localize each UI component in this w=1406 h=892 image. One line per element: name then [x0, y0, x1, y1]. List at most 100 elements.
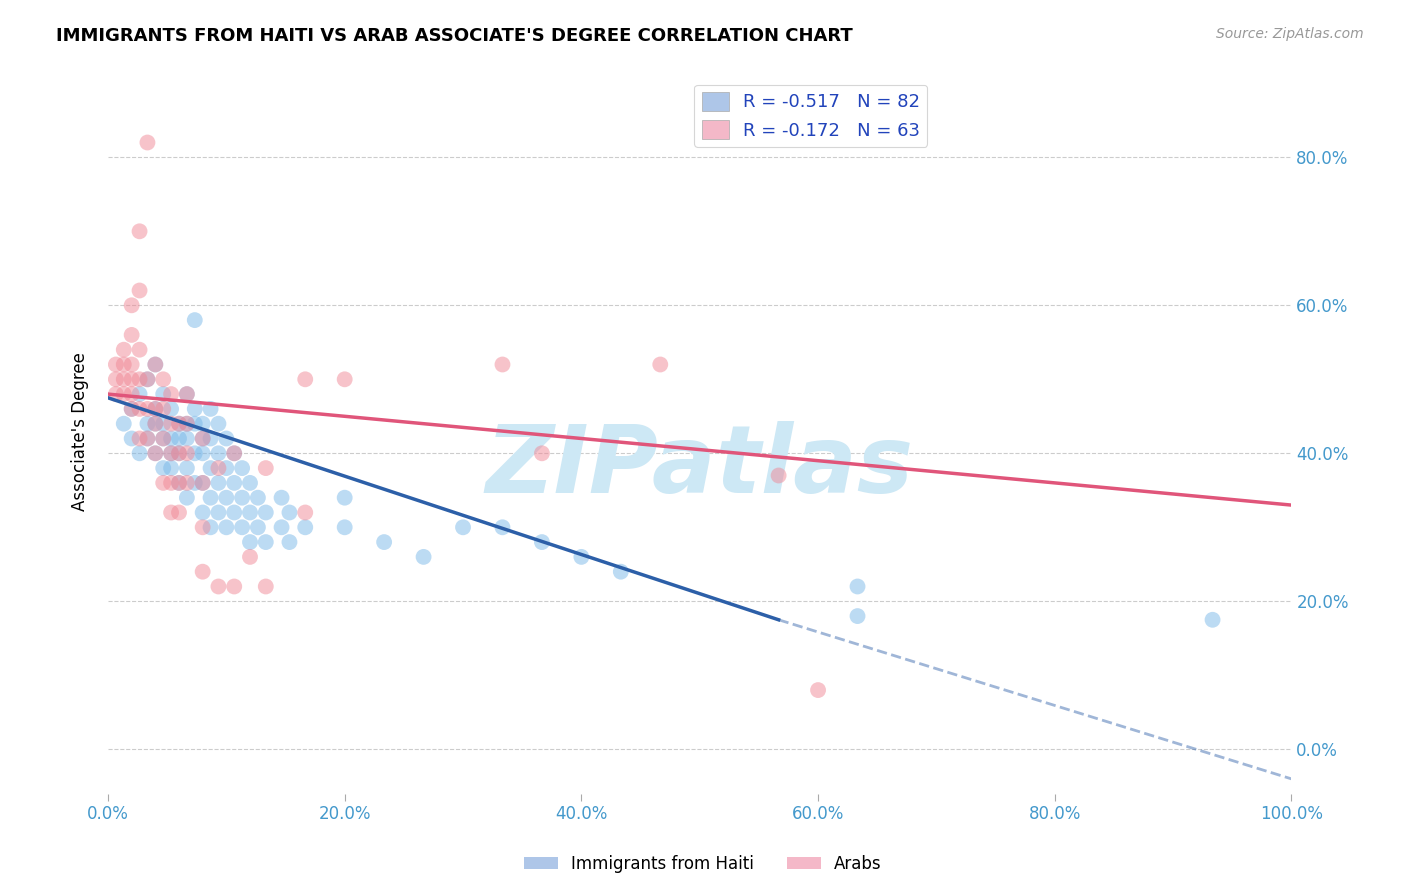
Point — [200, 491, 222, 505]
Point — [412, 549, 434, 564]
Point — [152, 417, 174, 431]
Point — [167, 446, 190, 460]
Point — [239, 475, 262, 490]
Point — [121, 298, 143, 312]
Point — [569, 549, 592, 564]
Text: IMMIGRANTS FROM HAITI VS ARAB ASSOCIATE'S DEGREE CORRELATION CHART: IMMIGRANTS FROM HAITI VS ARAB ASSOCIATE'… — [56, 27, 853, 45]
Point — [143, 417, 166, 431]
Text: Source: ZipAtlas.com: Source: ZipAtlas.com — [1216, 27, 1364, 41]
Point — [650, 358, 672, 372]
Point — [215, 520, 238, 534]
Point — [294, 520, 316, 534]
Point — [160, 446, 183, 460]
Point — [224, 506, 246, 520]
Point — [333, 520, 356, 534]
Point — [191, 417, 214, 431]
Legend: R = -0.517   N = 82, R = -0.172   N = 63: R = -0.517 N = 82, R = -0.172 N = 63 — [695, 85, 928, 147]
Point — [112, 358, 135, 372]
Point — [207, 506, 229, 520]
Point — [121, 401, 143, 416]
Point — [207, 446, 229, 460]
Point — [128, 284, 150, 298]
Point — [143, 446, 166, 460]
Legend: Immigrants from Haiti, Arabs: Immigrants from Haiti, Arabs — [517, 848, 889, 880]
Point — [207, 461, 229, 475]
Point — [143, 358, 166, 372]
Point — [333, 491, 356, 505]
Point — [128, 387, 150, 401]
Point — [246, 491, 269, 505]
Point — [491, 358, 513, 372]
Point — [160, 401, 183, 416]
Point — [176, 387, 198, 401]
Point — [176, 461, 198, 475]
Point — [128, 372, 150, 386]
Point — [215, 432, 238, 446]
Point — [152, 401, 174, 416]
Point — [136, 372, 159, 386]
Point — [239, 549, 262, 564]
Point — [136, 401, 159, 416]
Point — [184, 475, 207, 490]
Point — [224, 446, 246, 460]
Point — [224, 579, 246, 593]
Point — [224, 475, 246, 490]
Point — [143, 417, 166, 431]
Point — [184, 417, 207, 431]
Point — [278, 535, 301, 549]
Point — [207, 417, 229, 431]
Point — [200, 461, 222, 475]
Point — [191, 475, 214, 490]
Point — [231, 520, 253, 534]
Point — [176, 475, 198, 490]
Point — [191, 432, 214, 446]
Point — [176, 491, 198, 505]
Point — [136, 372, 159, 386]
Point — [191, 565, 214, 579]
Point — [136, 417, 159, 431]
Point — [231, 491, 253, 505]
Point — [191, 432, 214, 446]
Point — [294, 372, 316, 386]
Point — [104, 387, 127, 401]
Point — [191, 446, 214, 460]
Point — [152, 461, 174, 475]
Point — [104, 372, 127, 386]
Point — [143, 358, 166, 372]
Point — [167, 446, 190, 460]
Text: ZIPatlas: ZIPatlas — [485, 421, 914, 514]
Point — [270, 520, 292, 534]
Point — [176, 417, 198, 431]
Point — [491, 520, 513, 534]
Point — [846, 579, 869, 593]
Point — [254, 461, 277, 475]
Point — [807, 683, 830, 698]
Point — [246, 520, 269, 534]
Point — [278, 506, 301, 520]
Y-axis label: Associate's Degree: Associate's Degree — [72, 351, 89, 510]
Point — [254, 579, 277, 593]
Point — [176, 432, 198, 446]
Point — [152, 387, 174, 401]
Point — [200, 520, 222, 534]
Point — [224, 446, 246, 460]
Point — [128, 343, 150, 357]
Point — [160, 387, 183, 401]
Point — [167, 475, 190, 490]
Point — [112, 387, 135, 401]
Point — [191, 520, 214, 534]
Point — [112, 343, 135, 357]
Point — [121, 432, 143, 446]
Point — [610, 565, 633, 579]
Point — [200, 401, 222, 416]
Point — [112, 417, 135, 431]
Point — [176, 387, 198, 401]
Point — [160, 446, 183, 460]
Point — [152, 432, 174, 446]
Point — [152, 372, 174, 386]
Point — [167, 432, 190, 446]
Point — [136, 432, 159, 446]
Point — [167, 475, 190, 490]
Point — [128, 224, 150, 238]
Point — [254, 506, 277, 520]
